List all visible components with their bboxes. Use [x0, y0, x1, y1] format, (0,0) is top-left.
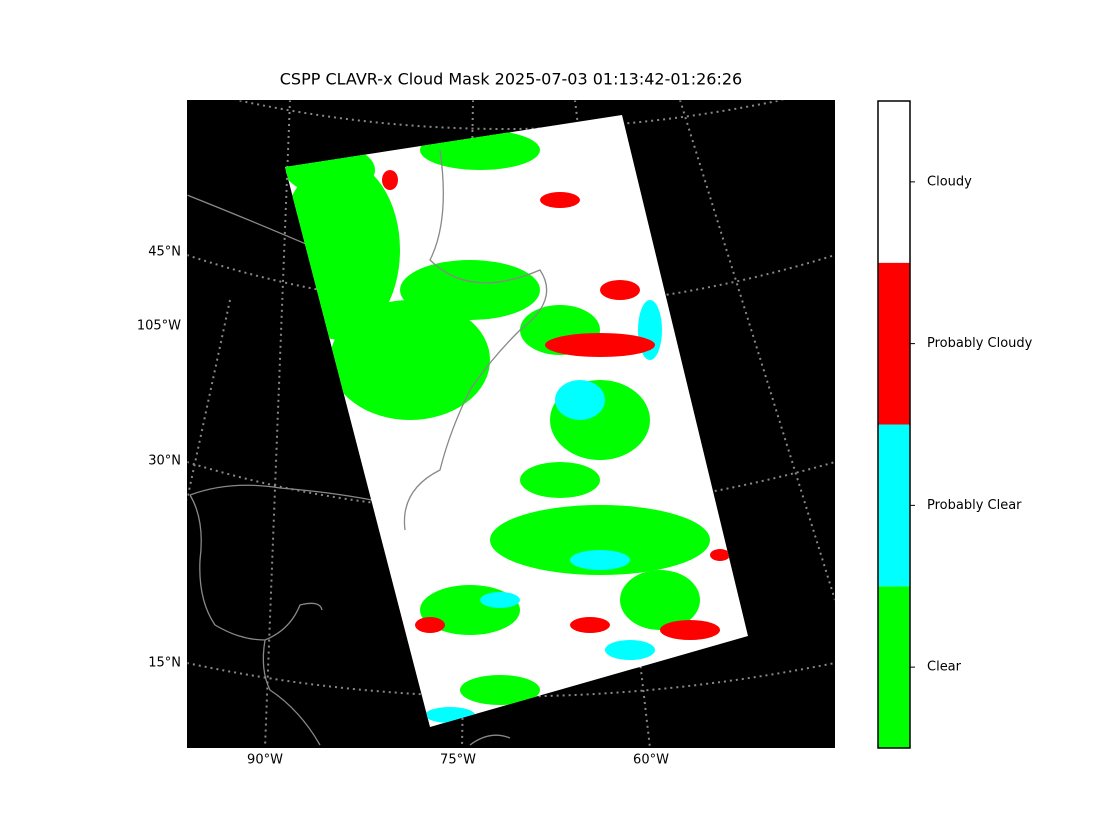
colorbar-label: Clear: [927, 660, 962, 675]
colorbar-segment: [878, 262, 910, 425]
lon-label: 90°W: [247, 753, 283, 768]
colorbar-segment: [878, 101, 910, 263]
lat-label: 45°N: [148, 245, 181, 260]
colorbar-segment: [878, 424, 910, 587]
lon-label: 60°W: [633, 753, 669, 768]
map-labels: 45°N 105°W 30°N 15°N 90°W 75°W 60°W: [137, 245, 669, 768]
lon-label: 75°W: [440, 753, 476, 768]
colorbar: Clear Probably Clear Probably Cloudy Cloudy: [877, 100, 1033, 749]
map: [187, 100, 835, 748]
lat-label: 105°W: [137, 319, 181, 334]
title: CSPP CLAVR-x Cloud Mask 2025-07-03 01:13…: [280, 70, 742, 89]
colorbar-frame: [877, 100, 911, 749]
lat-label: 30°N: [148, 454, 181, 469]
colorbar-segment: [878, 586, 910, 748]
lat-label: 15°N: [148, 656, 181, 671]
colorbar-label: Probably Clear: [927, 498, 1022, 513]
colorbar-label: Probably Cloudy: [927, 336, 1033, 351]
colorbar-label: Cloudy: [927, 174, 972, 189]
